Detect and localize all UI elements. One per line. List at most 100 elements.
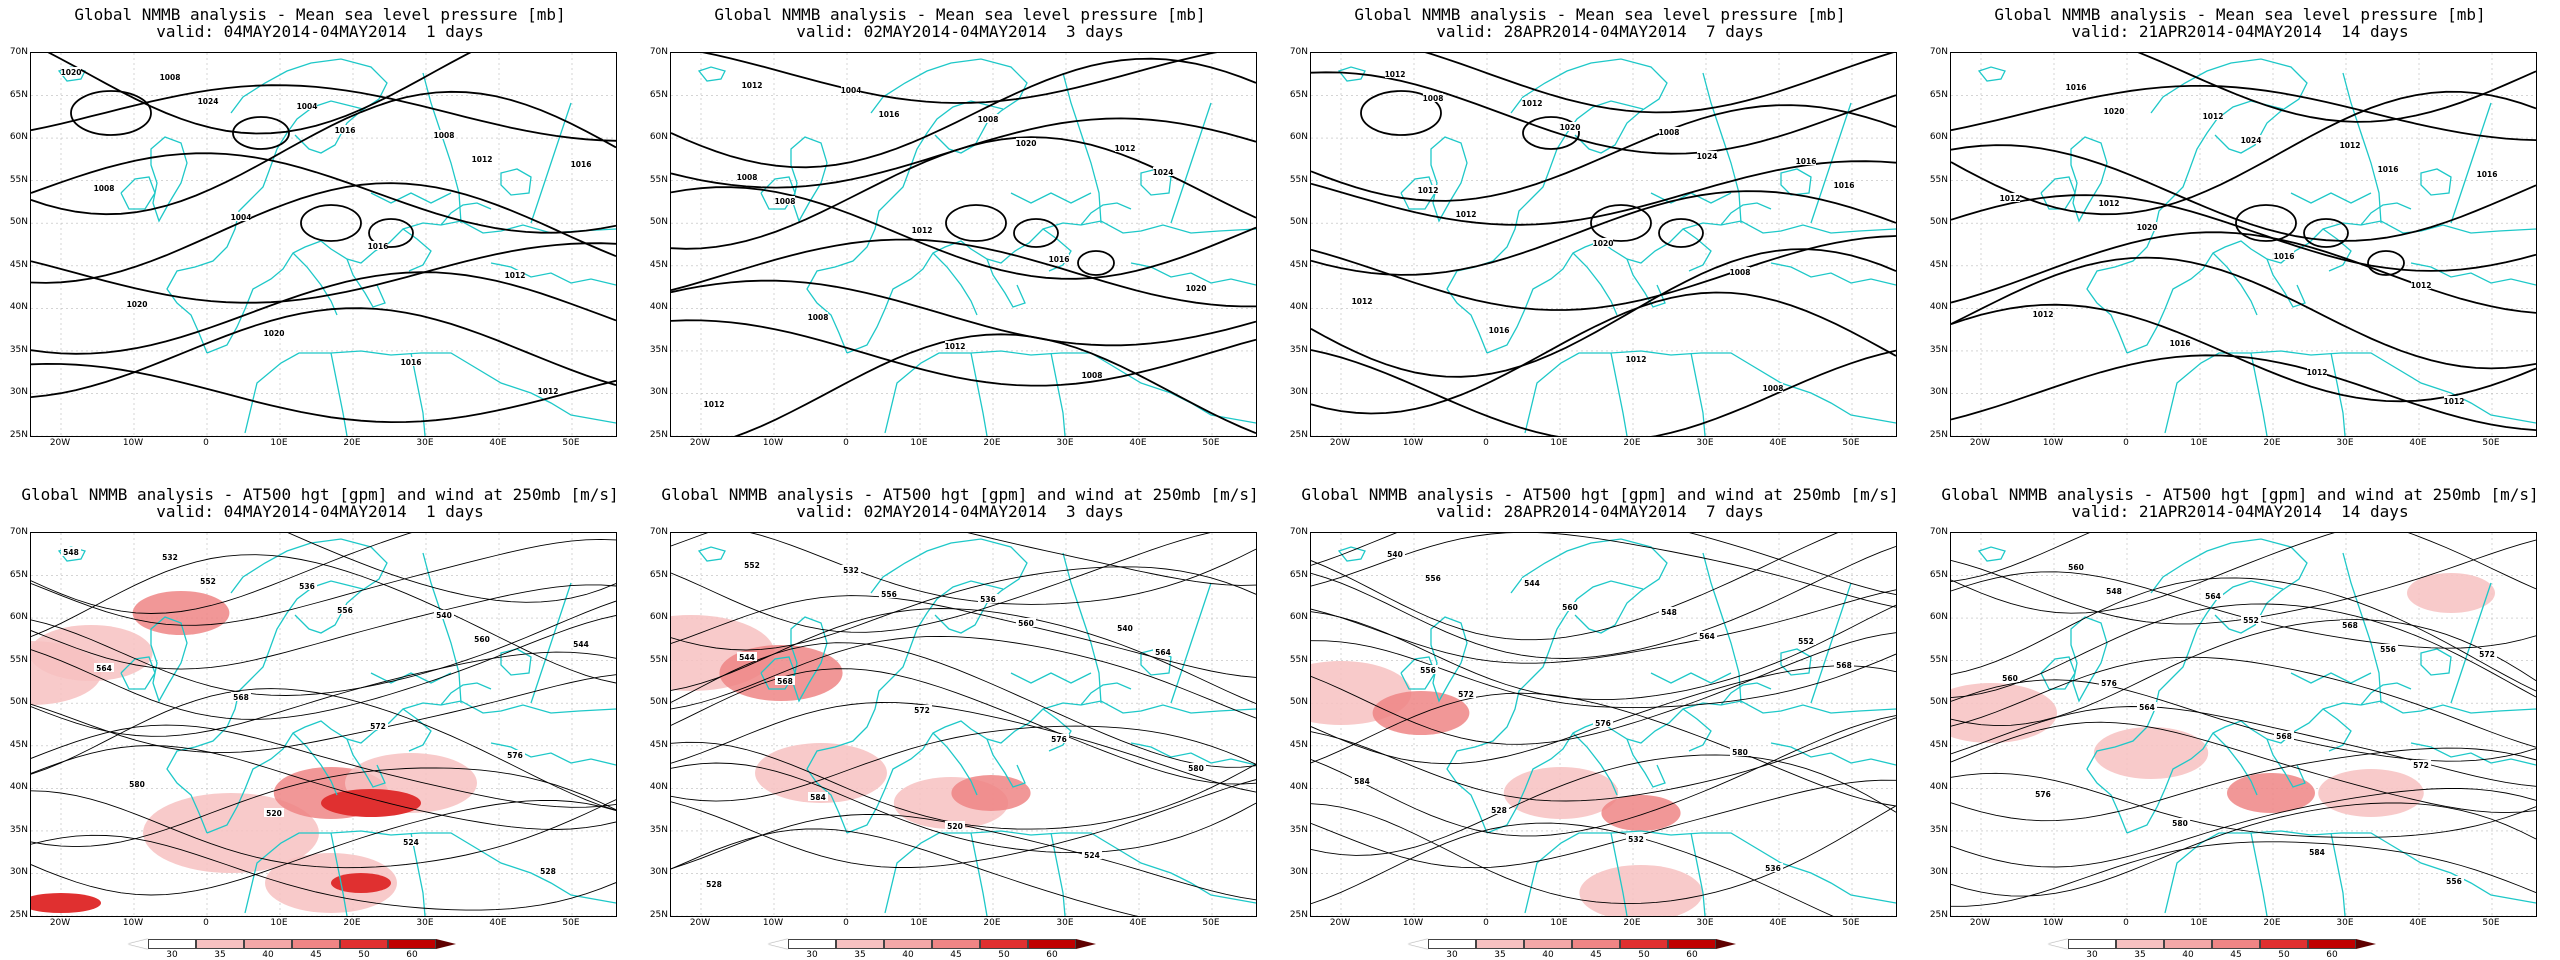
panel-valid-text: valid: 28APR2014-04MAY2014 7 days <box>1436 22 1764 41</box>
lat-tick-label: 40N <box>649 302 668 313</box>
contour-label-bg <box>472 634 492 643</box>
contour-label-bg <box>2170 818 2190 827</box>
colorbar-tick-label: 60 <box>406 950 418 960</box>
contour-label: 1012 <box>2033 310 2054 319</box>
coastline <box>330 832 348 916</box>
contour-line <box>750 533 1256 605</box>
map-area: 552 556 560 564 568 572 576 580 584 520 524 528 532 5… <box>670 532 1257 917</box>
contour-line <box>1951 231 2536 314</box>
lat-tick-label: 70N <box>1289 47 1308 57</box>
lon-tick-label: 10E <box>910 918 928 928</box>
coastline <box>1524 350 1896 434</box>
contour-label-bg <box>1763 863 1783 872</box>
mslp-panel-4: Global NMMB analysis - Mean sea level pr… <box>1920 0 2560 480</box>
contour-label-bg <box>742 560 762 569</box>
colorbar-tick-label: 60 <box>2326 950 2338 960</box>
contour-line <box>31 554 616 684</box>
closed-contour <box>70 90 152 136</box>
coastline <box>410 352 426 436</box>
contour-label: 1008 <box>1082 371 1103 380</box>
coastlines <box>1977 538 2536 916</box>
contour-label-bg <box>879 109 899 118</box>
coastline <box>970 832 988 916</box>
lon-tick-label: 10W <box>2042 918 2064 928</box>
coastline <box>884 830 1256 914</box>
lon-tick-label: 20E <box>1623 918 1641 928</box>
lat-tick-label: 55N <box>649 654 668 665</box>
contour-label-bg <box>1385 549 1405 558</box>
contour-label: 1016 <box>2274 252 2295 261</box>
contour-label: 568 <box>1836 661 1852 670</box>
colorbar-left-arrow <box>768 939 788 949</box>
wind-speed-area <box>1579 865 1703 916</box>
contour-label-bg <box>2378 164 2398 173</box>
coastline <box>2330 832 2346 916</box>
coastline <box>1702 72 1742 224</box>
coastline <box>884 350 1256 434</box>
contour-label-bg <box>538 866 558 875</box>
contour-label-bg <box>231 692 251 701</box>
lon-tick-label: 50E <box>2482 918 2500 928</box>
coastline <box>806 100 1004 354</box>
contour-line <box>671 725 1256 802</box>
lat-tick-label: 40N <box>1929 302 1948 313</box>
lat-tick-label: 60N <box>9 612 28 623</box>
coastline <box>1626 738 1666 788</box>
contour-line <box>671 117 1256 189</box>
contour-line <box>1951 802 2536 897</box>
lon-tick-label: 10E <box>2190 438 2208 448</box>
contour-label-bg <box>1697 151 1717 160</box>
coastline <box>932 732 978 796</box>
closed-contour <box>1522 116 1580 150</box>
lon-tick-label: 20W <box>1329 918 1351 928</box>
lat-tick-label: 70N <box>1929 527 1948 537</box>
contour-line <box>31 182 616 284</box>
contour-label-bg <box>401 357 421 366</box>
lat-tick-label: 40N <box>1289 302 1308 313</box>
contour-label-bg <box>2099 198 2119 207</box>
contour-label: 580 <box>2172 819 2188 828</box>
lon-tick-label: 20E <box>2263 918 2281 928</box>
contour-label: 528 <box>706 880 722 889</box>
coastline <box>422 552 462 704</box>
contour-line <box>1951 772 2536 838</box>
contour-label: 1012 <box>2099 199 2120 208</box>
lon-tick-label: 0 <box>203 918 209 928</box>
coastline <box>1977 546 2006 562</box>
contour-label-bg <box>2241 135 2261 144</box>
contour-line <box>31 767 616 848</box>
contour-label: 1008 <box>160 73 181 82</box>
colorbar-swatch <box>340 939 388 949</box>
contour-label-bg <box>1593 718 1613 727</box>
coastline <box>1770 262 1896 286</box>
coastline <box>150 136 188 223</box>
lat-tick-label: 45N <box>1929 739 1948 750</box>
contour-label-bg <box>198 576 218 585</box>
contour-label-bg <box>1115 143 1135 152</box>
contour-label: 564 <box>1699 632 1715 641</box>
colorbar-swatch <box>1428 939 1476 949</box>
z500-panel-1: Global NMMB analysis - AT500 hgt [gpm] a… <box>0 480 640 960</box>
coastline <box>1780 168 1812 196</box>
wind-colorbar: 30 35 40 45 50 60 <box>1408 939 1768 960</box>
colorbar-swatch <box>980 939 1028 949</box>
colorbar-right-arrow <box>1716 939 1736 949</box>
contour-label-bg <box>264 328 284 337</box>
coastline <box>2212 252 2258 316</box>
contour-label: 572 <box>2413 761 2429 770</box>
coastline <box>244 830 616 914</box>
contour-line <box>671 57 1256 169</box>
contour-label: 1016 <box>335 126 356 135</box>
colorbar-swatch <box>2164 939 2212 949</box>
contour-labels: 1020 1024 1016 1012 1008 1004 1016 1012 1020 1020… <box>61 67 591 396</box>
contour-label-bg <box>368 721 388 730</box>
contour-label: 528 <box>1491 806 1507 815</box>
colorbar-swatch <box>836 939 884 949</box>
closed-contour <box>1590 204 1652 242</box>
lat-tick-label: 60N <box>649 132 668 143</box>
coastline <box>2360 682 2412 706</box>
closed-contour <box>232 116 290 150</box>
colorbar-swatch <box>2260 939 2308 949</box>
contour-line <box>1311 717 1896 802</box>
lon-tick-label: 50E <box>562 438 580 448</box>
